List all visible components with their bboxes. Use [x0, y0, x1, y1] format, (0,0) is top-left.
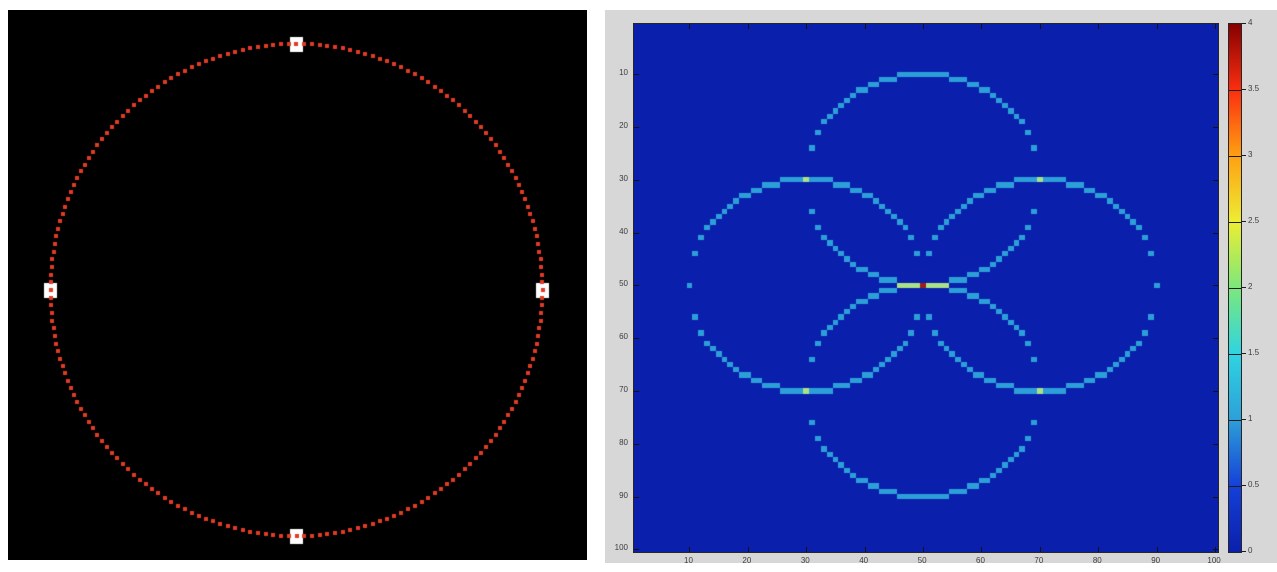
colorbar-tick-line: [1229, 486, 1241, 487]
y-tick-mark: [634, 126, 639, 128]
x-tick-mark-top: [806, 24, 808, 29]
colorbar-tick-label: 0: [1248, 546, 1253, 555]
x-tick-mark: [1039, 547, 1041, 552]
y-tick-mark-right: [1213, 443, 1218, 445]
x-tick-mark-top: [1156, 24, 1158, 29]
x-tick-mark: [1156, 547, 1158, 552]
x-tick-mark-top: [1098, 24, 1100, 29]
x-tick-label: 70: [1034, 556, 1044, 565]
colorbar-tick-label: 4: [1248, 18, 1253, 27]
y-tick-mark-right: [1213, 126, 1218, 128]
colorbar-tick-label: 1: [1248, 414, 1253, 423]
colorbar-tick-line: [1229, 222, 1241, 223]
x-tick-mark-top: [981, 24, 983, 29]
x-tick-label: 20: [742, 556, 752, 565]
y-tick-mark-right: [1213, 338, 1218, 340]
colorbar: [1228, 23, 1242, 553]
x-tick-label: 60: [976, 556, 985, 565]
x-tick-label: 10: [684, 556, 693, 565]
colorbar-tick-stub: [1242, 551, 1246, 552]
y-tick-label: 40: [619, 226, 628, 236]
colorbar-tick-line: [1229, 156, 1241, 157]
y-tick-label: 50: [619, 279, 628, 289]
y-tick-mark: [634, 74, 639, 76]
colorbar-tick-stub: [1242, 353, 1246, 354]
colorbar-tick-stub: [1242, 221, 1246, 222]
y-tick-mark: [634, 443, 639, 445]
x-tick-mark: [747, 547, 749, 552]
y-tick-label: 20: [619, 120, 628, 130]
x-tick-label: 100: [1207, 556, 1221, 565]
x-tick-label: 40: [859, 556, 869, 565]
colorbar-tick-line: [1229, 354, 1241, 355]
x-tick-mark-top: [689, 24, 691, 29]
hough-figure-panel: 10 20 30 40 50 60 70 80 90 100 10 20 30 40 50 60 70 80 90…: [605, 10, 1277, 565]
y-tick-mark: [634, 390, 639, 392]
x-tick-mark: [981, 547, 983, 552]
colorbar-tick-stub: [1242, 287, 1246, 288]
colorbar-tick-label: 2: [1248, 282, 1253, 291]
x-tick-mark: [923, 547, 925, 552]
x-tick-mark: [689, 547, 691, 552]
y-tick-mark: [634, 179, 639, 181]
y-tick-mark: [634, 338, 639, 340]
y-tick-label: 90: [619, 490, 628, 500]
y-tick-mark: [634, 496, 639, 498]
y-tick-mark-right: [1213, 496, 1218, 498]
colorbar-tick-label: 2.5: [1248, 216, 1260, 225]
colorbar-tick-line: [1229, 420, 1241, 421]
x-tick-mark: [864, 547, 866, 552]
input-circle-canvas: [8, 10, 587, 560]
colorbar-tick-label: 3: [1248, 150, 1253, 159]
y-tick-mark-right: [1213, 549, 1218, 551]
colorbar-tick-line: [1229, 90, 1241, 91]
y-tick-label: 30: [619, 173, 628, 183]
colorbar-tick-stub: [1242, 485, 1246, 486]
y-tick-mark: [634, 549, 639, 551]
accumulator-heatmap-canvas: [634, 24, 1218, 552]
x-tick-mark-top: [923, 24, 925, 29]
y-tick-mark: [634, 285, 639, 287]
y-tick-mark-right: [1213, 285, 1218, 287]
x-tick-label: 50: [917, 556, 927, 565]
x-tick-mark: [806, 547, 808, 552]
accumulator-axes: [633, 23, 1219, 553]
colorbar-tick-label: 1.5: [1248, 348, 1260, 357]
colorbar-tick-label: 3.5: [1248, 84, 1260, 93]
y-tick-mark-right: [1213, 390, 1218, 392]
y-tick-mark-right: [1213, 179, 1218, 181]
y-tick-mark: [634, 232, 639, 234]
y-tick-mark-right: [1213, 74, 1218, 76]
colorbar-tick-stub: [1242, 419, 1246, 420]
y-tick-label: 100: [614, 543, 628, 553]
colorbar-tick-stub: [1242, 23, 1246, 24]
y-tick-mark-right: [1213, 232, 1218, 234]
y-tick-label: 10: [619, 68, 628, 78]
x-tick-label: 90: [1151, 556, 1161, 565]
x-tick-mark: [1098, 547, 1100, 552]
x-tick-mark-top: [864, 24, 866, 29]
x-tick-mark-top: [747, 24, 749, 29]
colorbar-tick-stub: [1242, 155, 1246, 156]
x-tick-mark-top: [1215, 24, 1217, 29]
x-tick-mark-top: [1039, 24, 1041, 29]
y-tick-label: 70: [619, 384, 628, 394]
y-tick-label: 80: [619, 437, 628, 447]
x-tick-label: 80: [1092, 556, 1102, 565]
colorbar-tick-line: [1229, 288, 1241, 289]
x-tick-label: 30: [800, 556, 810, 565]
colorbar-tick-stub: [1242, 89, 1246, 90]
colorbar-tick-label: 0.5: [1248, 480, 1260, 489]
input-image-panel: [8, 10, 587, 560]
y-tick-label: 60: [619, 332, 628, 342]
